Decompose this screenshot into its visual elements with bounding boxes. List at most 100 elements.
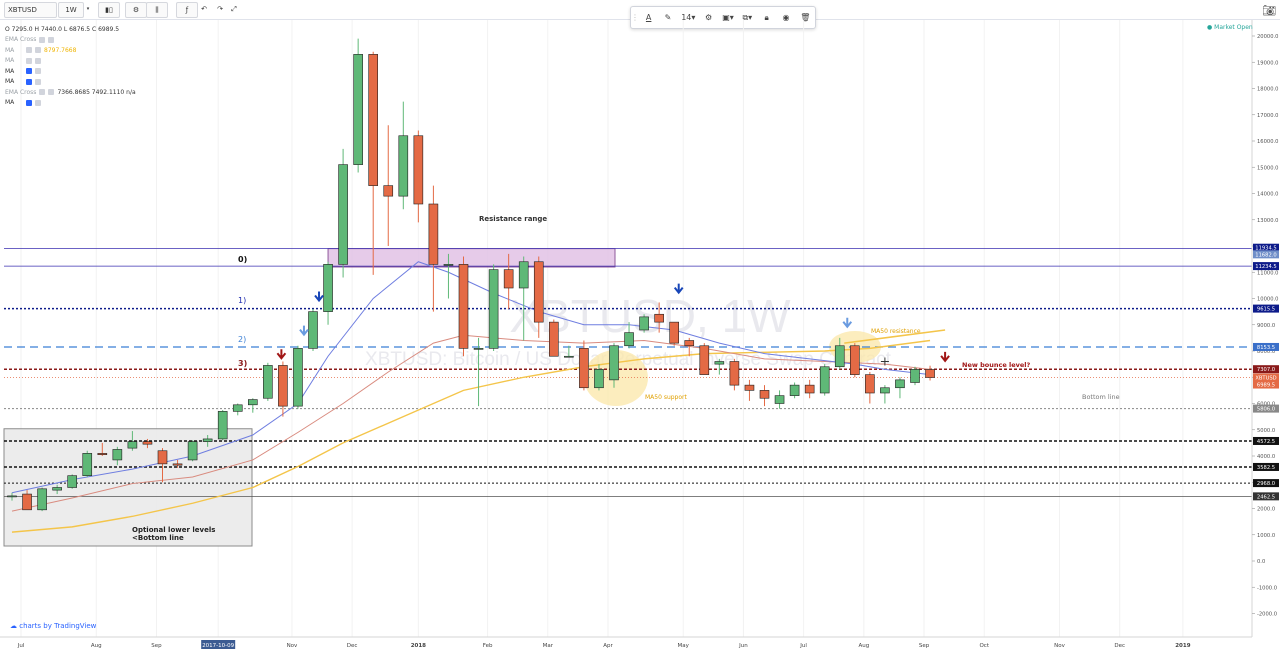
down-arrow-icon xyxy=(276,349,287,360)
price-axis-label: 4000.0 xyxy=(1257,454,1275,460)
candle xyxy=(548,319,559,357)
redo-icon[interactable]: ↷ xyxy=(217,5,223,13)
candle xyxy=(473,337,484,407)
ma50-resistance-projection xyxy=(844,329,946,344)
fullscreen-icon[interactable]: ⤢ xyxy=(231,4,237,13)
legend-visibility-icon[interactable] xyxy=(39,36,46,43)
candle xyxy=(609,343,619,388)
price-axis-label: -2000.0 xyxy=(1257,612,1277,618)
font-size-select[interactable]: 14▾ xyxy=(681,13,696,22)
time-axis-label: Sep xyxy=(151,643,162,649)
legend-visibility-icon[interactable] xyxy=(39,89,46,96)
candle-body xyxy=(428,203,439,265)
settings-icon[interactable]: ⚙ xyxy=(705,13,713,22)
legend-visibility-icon[interactable] xyxy=(26,57,32,64)
candle-body xyxy=(323,264,333,312)
candle-body xyxy=(368,54,379,186)
symbol-search[interactable]: XBTUSD xyxy=(4,2,57,18)
legend-visibility-icon[interactable] xyxy=(26,68,32,75)
legend-visibility-icon[interactable] xyxy=(26,47,32,54)
optional-lower-levels-sublabel: <Bottom line xyxy=(132,534,184,542)
compare-icon[interactable]: ⫼ xyxy=(146,2,168,18)
candle xyxy=(82,450,93,477)
candle xyxy=(157,448,168,483)
ma50-resistance-label: MA50 resistance xyxy=(871,328,921,335)
text-color-icon[interactable]: A xyxy=(645,13,652,22)
candle-body xyxy=(473,348,484,350)
candle xyxy=(22,490,32,511)
legend-settings-icon[interactable] xyxy=(35,99,41,106)
candle xyxy=(142,438,153,449)
trash-icon[interactable]: 🗑︎ xyxy=(800,13,811,22)
legend-visibility-icon[interactable] xyxy=(26,99,32,106)
legend-visibility-icon[interactable] xyxy=(26,78,32,85)
legend-row-label: MA xyxy=(5,67,15,75)
legend-row: MA xyxy=(5,77,136,88)
legend-settings-icon[interactable] xyxy=(48,89,55,96)
ohlc-readout: O 7295.0 H 7440.0 L 6876.5 C 6989.5 xyxy=(5,24,136,35)
font-size-value: 14 xyxy=(681,13,692,22)
candle-body xyxy=(142,441,153,445)
drag-handle-icon[interactable]: ⋮ xyxy=(631,13,639,22)
down-arrow-icon xyxy=(673,283,684,295)
price-badge xyxy=(1253,404,1279,413)
price-badge-label: 5806.0 xyxy=(1257,407,1275,413)
price-badge-label: 2462.5 xyxy=(1257,494,1275,500)
candle-body xyxy=(714,361,725,365)
candle-body xyxy=(37,488,47,511)
level-1-label: 1) xyxy=(238,296,246,305)
price-badge-label: 3582.5 xyxy=(1257,465,1275,471)
legend-row-label: MA xyxy=(5,46,15,54)
snapshot-camera-icon[interactable]: 📷︎ xyxy=(1262,4,1276,17)
legend-settings-icon[interactable] xyxy=(35,78,41,85)
market-status: ● Market Open xyxy=(1207,24,1253,31)
undo-icon[interactable]: ↶ xyxy=(201,5,207,13)
candle-body xyxy=(67,475,77,488)
indicators-icon[interactable]: ƒ xyxy=(176,2,198,18)
candle-body xyxy=(684,340,695,347)
candle-body xyxy=(308,311,318,349)
time-axis-label: 2019 xyxy=(1175,643,1190,649)
candle-style-icon[interactable]: ▮▯ xyxy=(98,2,120,18)
visibility-icon[interactable]: ◉ xyxy=(782,13,790,22)
candle xyxy=(458,256,469,357)
legend-row-label: MA xyxy=(5,78,15,86)
time-axis-label: 2018 xyxy=(411,643,426,649)
chart-legend: O 7295.0 H 7440.0 L 6876.5 C 6989.5 EMA … xyxy=(5,24,136,108)
legend-settings-icon[interactable] xyxy=(48,36,55,43)
legend-settings-icon[interactable] xyxy=(35,68,41,75)
price-badge xyxy=(1253,365,1279,374)
price-badge xyxy=(1253,436,1279,445)
interval-dropdown-icon[interactable]: ▾ xyxy=(86,6,90,12)
candle xyxy=(443,253,454,299)
lock-icon[interactable]: 🔒︎ xyxy=(764,12,769,22)
line-color-icon[interactable]: ✎ xyxy=(664,13,672,22)
candle-body xyxy=(263,365,273,399)
tradingview-branding[interactable]: ☁︎ charts by TradingView xyxy=(10,622,96,630)
price-badge xyxy=(1253,250,1279,259)
price-badge xyxy=(1253,373,1279,382)
legend-row-values: 8797.7668 xyxy=(44,46,77,54)
candle xyxy=(172,459,183,468)
candle xyxy=(865,372,875,404)
candle-body xyxy=(669,321,680,344)
candle xyxy=(263,362,273,401)
candle-body xyxy=(278,365,288,407)
template-icon[interactable]: ▣▾ xyxy=(722,13,734,22)
candle xyxy=(594,364,604,391)
clone-icon[interactable]: ⧉▾ xyxy=(742,12,753,22)
candle-body xyxy=(880,387,890,394)
candle xyxy=(503,253,514,309)
candle xyxy=(729,358,740,391)
legend-settings-icon[interactable] xyxy=(35,47,41,54)
interval-select[interactable]: 1W xyxy=(58,2,84,18)
candle-body xyxy=(52,487,62,491)
candle-body xyxy=(338,164,348,265)
candle xyxy=(217,410,228,441)
price-badge xyxy=(1253,243,1279,252)
legend-settings-icon[interactable] xyxy=(35,57,41,64)
candle xyxy=(7,492,17,501)
down-arrow-icon xyxy=(940,351,950,363)
candle xyxy=(202,435,213,447)
